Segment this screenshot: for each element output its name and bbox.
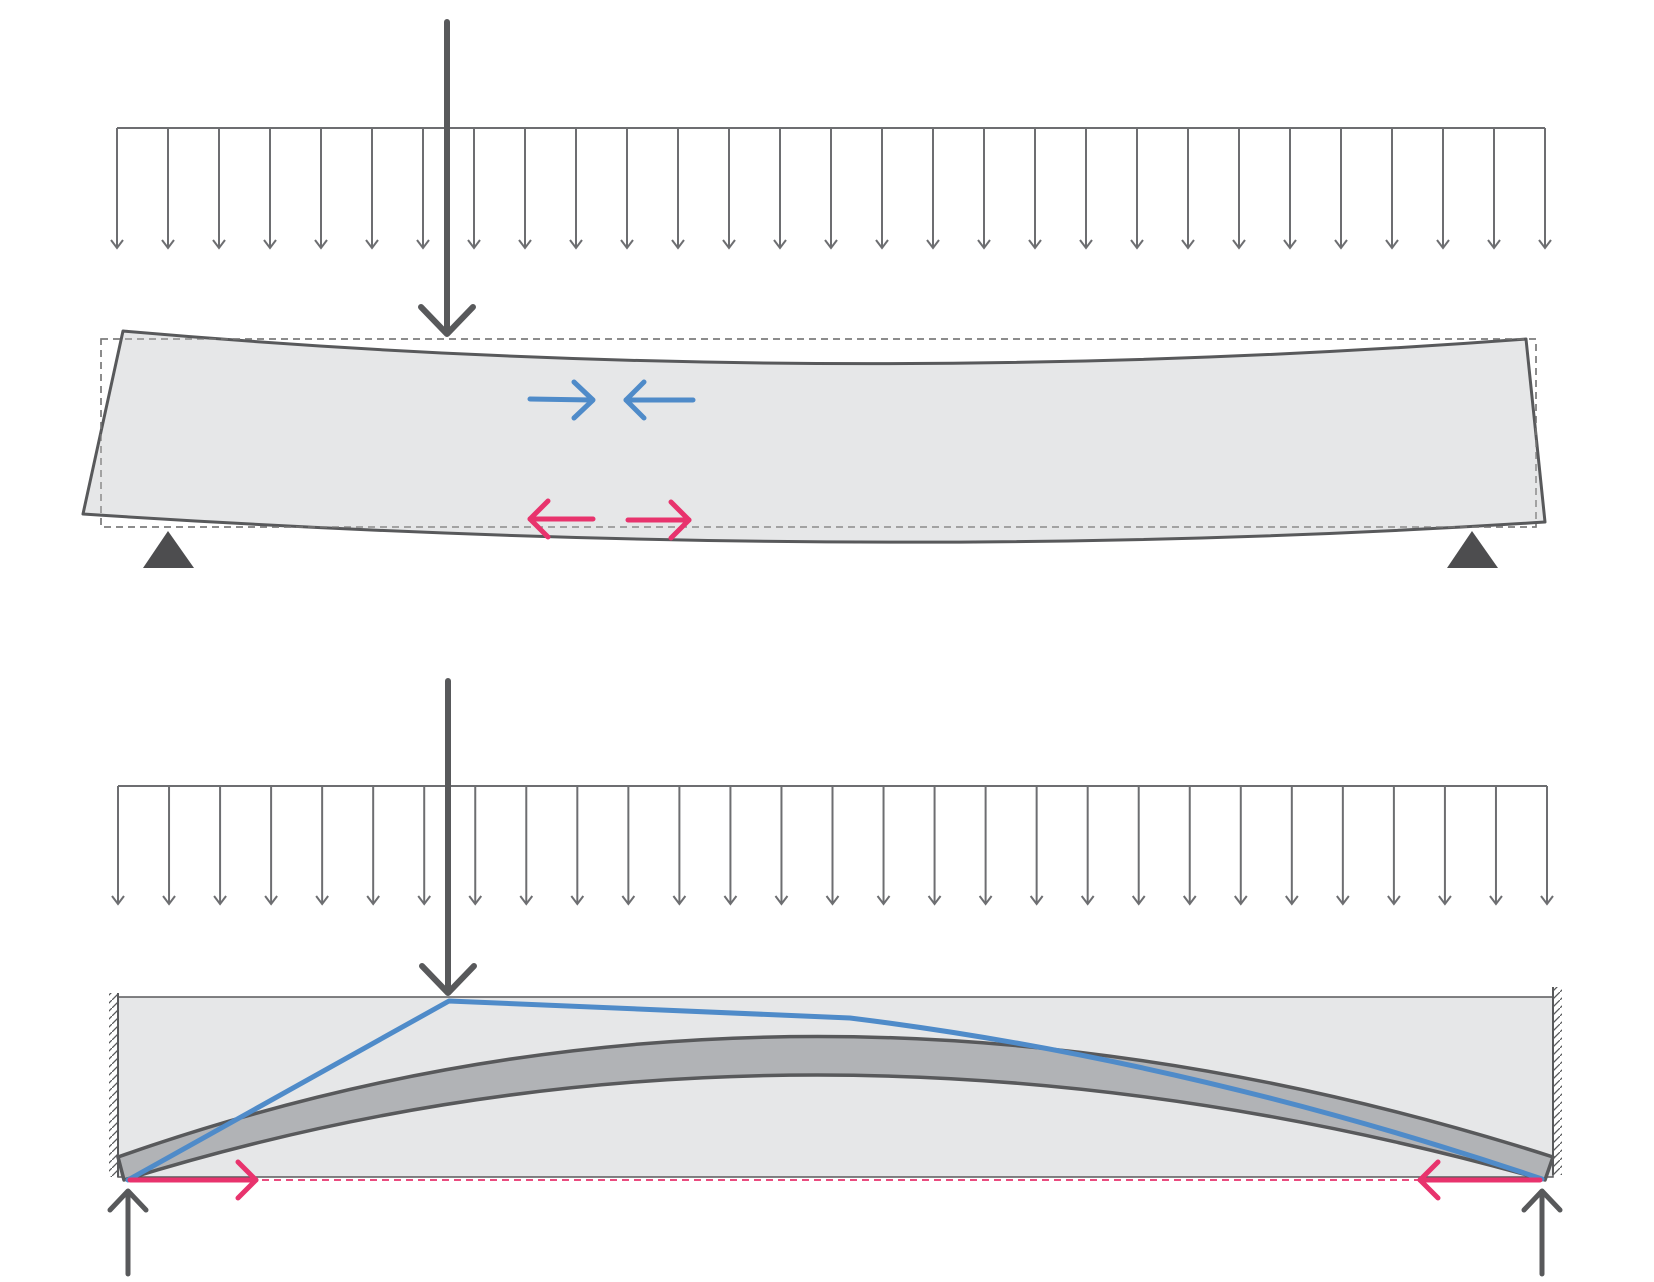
point-load-bottom	[419, 678, 477, 996]
simple-beam-diagram	[81, 19, 1552, 568]
uniform-load-bottom-arrow	[1336, 786, 1350, 906]
uniform-load-top-arrow	[161, 128, 175, 250]
right-reaction-arrow	[1521, 1188, 1563, 1277]
uniform-load-top-arrow	[263, 128, 277, 250]
uniform-load-bottom-arrow	[570, 786, 585, 906]
uniform-load-top-arrow	[1028, 128, 1042, 250]
uniform-load-top-arrow	[1130, 128, 1144, 250]
uniform-load-bottom-arrow	[927, 786, 942, 906]
uniform-load-bottom-arrow	[1285, 786, 1299, 906]
tie-arrow-right	[127, 1159, 259, 1201]
uniform-load-top-arrow	[671, 128, 685, 250]
uniform-load-top-arrow	[416, 128, 430, 250]
uniform-load-bottom-arrow	[1029, 786, 1044, 906]
uniform-load-top-arrow	[569, 128, 583, 250]
uniform-load-bottom-arrow	[366, 786, 380, 906]
uniform-load-bottom-arrow	[825, 786, 840, 906]
right-wall-hatch	[1553, 987, 1562, 1175]
tension-arrow-right	[625, 499, 692, 541]
compression-arrow-right	[527, 379, 596, 421]
compression-arrow-left	[623, 379, 696, 421]
uniform-load-bottom-arrow	[1080, 786, 1095, 906]
uniform-load-top-arrow	[722, 128, 736, 250]
uniform-load-bottom-arrow	[213, 786, 227, 906]
uniform-load-top-arrow	[1487, 128, 1501, 250]
uniform-load-bottom-arrow	[621, 786, 636, 906]
uniform-load-top-arrow	[1436, 128, 1450, 250]
uniform-load-top-arrow	[1283, 128, 1297, 250]
uniform-load-bottom-arrow	[978, 786, 993, 906]
uniform-load-bottom-arrow	[1438, 786, 1452, 906]
uniform-load-bottom-arrow	[1540, 786, 1554, 906]
uniform-load-top-arrow	[977, 128, 991, 250]
uniform-load-top-arrow	[824, 128, 838, 250]
tie-arrow-left	[1417, 1159, 1543, 1201]
uniform-load-top-arrow	[773, 128, 787, 250]
thrust-line	[125, 998, 1545, 1183]
uniform-load-top-arrow	[926, 128, 940, 250]
uniform-load-top-arrow	[1538, 128, 1552, 250]
uniform-load-bottom-arrow	[111, 786, 125, 906]
arch-rib	[116, 1034, 1555, 1182]
uniform-load-bottom-arrow	[723, 786, 738, 906]
uniform-load-top-arrow	[212, 128, 226, 250]
uniform-load-top-arrow	[1334, 128, 1348, 250]
tied-arch-diagram	[107, 678, 1563, 1277]
uniform-load-bottom-arrow	[774, 786, 789, 906]
left-pinned-support	[143, 531, 194, 568]
left-wall-hatch	[109, 993, 118, 1177]
uniform-load-bottom-arrow	[1131, 786, 1146, 906]
uniform-load-bottom-arrow	[315, 786, 329, 906]
beam-body	[117, 996, 1554, 1178]
uniform-load-top-arrow	[467, 128, 481, 250]
uniform-load-top-arrow	[1181, 128, 1195, 250]
uniform-load-top-arrow	[1232, 128, 1246, 250]
uniform-load-top-arrow	[314, 128, 328, 250]
uniform-load-bottom-arrow	[468, 786, 483, 906]
uniform-load-top-arrow	[518, 128, 532, 250]
uniform-load-top-arrow	[110, 128, 124, 250]
uniform-load-bottom-arrow	[1489, 786, 1503, 906]
tension-arrow-left	[527, 498, 596, 540]
uniform-load-top-arrow	[1385, 128, 1399, 250]
uniform-load-bottom	[111, 785, 1554, 906]
uniform-load-top	[110, 127, 1552, 250]
deflected-beam	[81, 329, 1547, 544]
left-reaction-arrow	[107, 1188, 149, 1277]
uniform-load-top-arrow	[1079, 128, 1093, 250]
uniform-load-bottom-arrow	[162, 786, 176, 906]
right-pinned-support	[1447, 531, 1498, 568]
uniform-load-bottom-arrow	[519, 786, 534, 906]
uniform-load-top-arrow	[620, 128, 634, 250]
uniform-load-bottom-arrow	[672, 786, 687, 906]
uniform-load-bottom-arrow	[876, 786, 891, 906]
original-beam-outline-overlay	[100, 338, 1537, 528]
uniform-load-bottom-arrow	[264, 786, 278, 906]
uniform-load-bottom-arrow	[1387, 786, 1401, 906]
point-load-top	[418, 19, 476, 337]
uniform-load-bottom-arrow	[1182, 786, 1197, 906]
uniform-load-bottom-arrow	[417, 786, 432, 906]
uniform-load-top-arrow	[875, 128, 889, 250]
uniform-load-bottom-arrow	[1233, 786, 1248, 906]
uniform-load-top-arrow	[365, 128, 379, 250]
